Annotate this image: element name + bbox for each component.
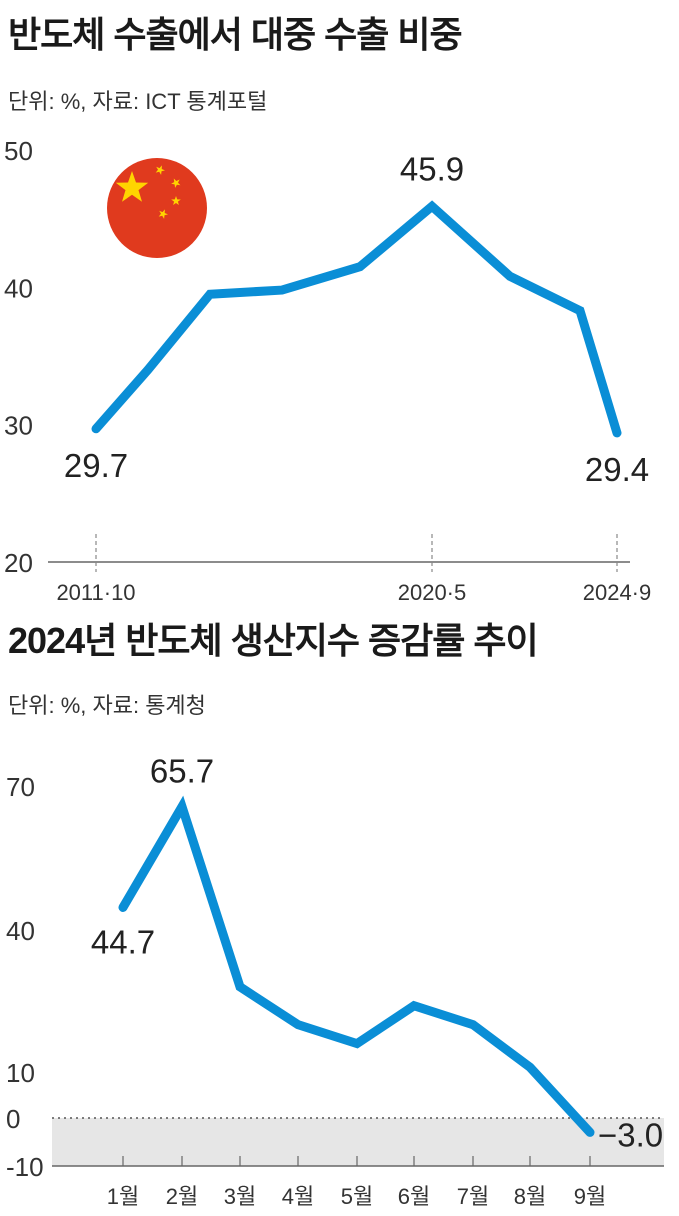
data-label: 44.7: [91, 923, 155, 960]
series-line: [118, 795, 595, 1137]
data-point: [413, 1004, 415, 1007]
chart2-title: 2024년 반도체 생산지수 증감률 추이: [8, 620, 539, 661]
data-point: [181, 805, 183, 808]
data-point: [356, 1042, 358, 1045]
y-tick-label: 40: [4, 273, 33, 303]
china-flag-icon: [107, 158, 207, 258]
x-tick-label: 1월: [107, 1184, 139, 1209]
x-tick-label: 7월: [457, 1184, 489, 1209]
data-label: 45.9: [400, 150, 464, 187]
y-tick-label: 30: [4, 411, 33, 441]
data-label: 29.4: [585, 451, 649, 488]
x-tick-label: 2020·5: [398, 580, 467, 605]
x-tick-label: 2024·9: [583, 580, 652, 605]
data-point: [95, 427, 97, 430]
data-point: [509, 275, 511, 278]
x-tick-label: 6월: [398, 1184, 430, 1209]
data-point: [529, 1066, 531, 1069]
data-point: [122, 906, 124, 909]
data-point: [147, 368, 149, 371]
y-tick-label: -10: [6, 1152, 44, 1182]
y-tick-label: 10: [6, 1058, 35, 1088]
data-point: [281, 289, 283, 292]
y-tick-label: 70: [6, 772, 35, 802]
chart2-subtitle: 단위: %, 자료: 통계청: [8, 693, 206, 718]
x-tick-label: 5월: [341, 1184, 373, 1209]
data-point: [431, 205, 433, 208]
x-tick-label: 2월: [166, 1184, 198, 1209]
x-tick-label: 2011·10: [56, 580, 135, 605]
data-label: 29.7: [64, 447, 128, 484]
y-tick-label: 20: [4, 548, 33, 578]
x-tick-label: 9월: [574, 1184, 606, 1209]
data-point: [297, 1023, 299, 1026]
data-point: [209, 293, 211, 296]
chart2-plot: -10 0 10 40 70 1월 2월 3월 4월 5월 6월 7월 8월 9월 44.7 65.7 −3.0: [6, 753, 664, 1209]
chart1-plot: 2011·10 2020·5 2024·9 20 30 40 50 29.7 45.9 29.4: [4, 136, 651, 605]
data-point: [359, 265, 361, 268]
data-point: [589, 1131, 591, 1134]
y-tick-label: 0: [6, 1104, 20, 1134]
x-tick-label: 3월: [224, 1184, 256, 1209]
data-label: −3.0: [598, 1116, 663, 1153]
chart1-subtitle: 단위: %, 자료: ICT 통계포털: [8, 89, 268, 114]
x-tick-label: 4월: [282, 1184, 314, 1209]
negative-region: [52, 1118, 664, 1166]
y-tick-label: 50: [4, 136, 33, 166]
data-point: [579, 309, 581, 312]
data-label: 65.7: [150, 753, 214, 790]
data-point: [472, 1023, 474, 1026]
data-point: [616, 431, 618, 434]
chart1-title: 반도체 수출에서 대중 수출 비중: [8, 14, 463, 55]
data-point: [239, 985, 241, 988]
y-tick-label: 40: [6, 916, 35, 946]
x-tick-label: 8월: [514, 1184, 546, 1209]
